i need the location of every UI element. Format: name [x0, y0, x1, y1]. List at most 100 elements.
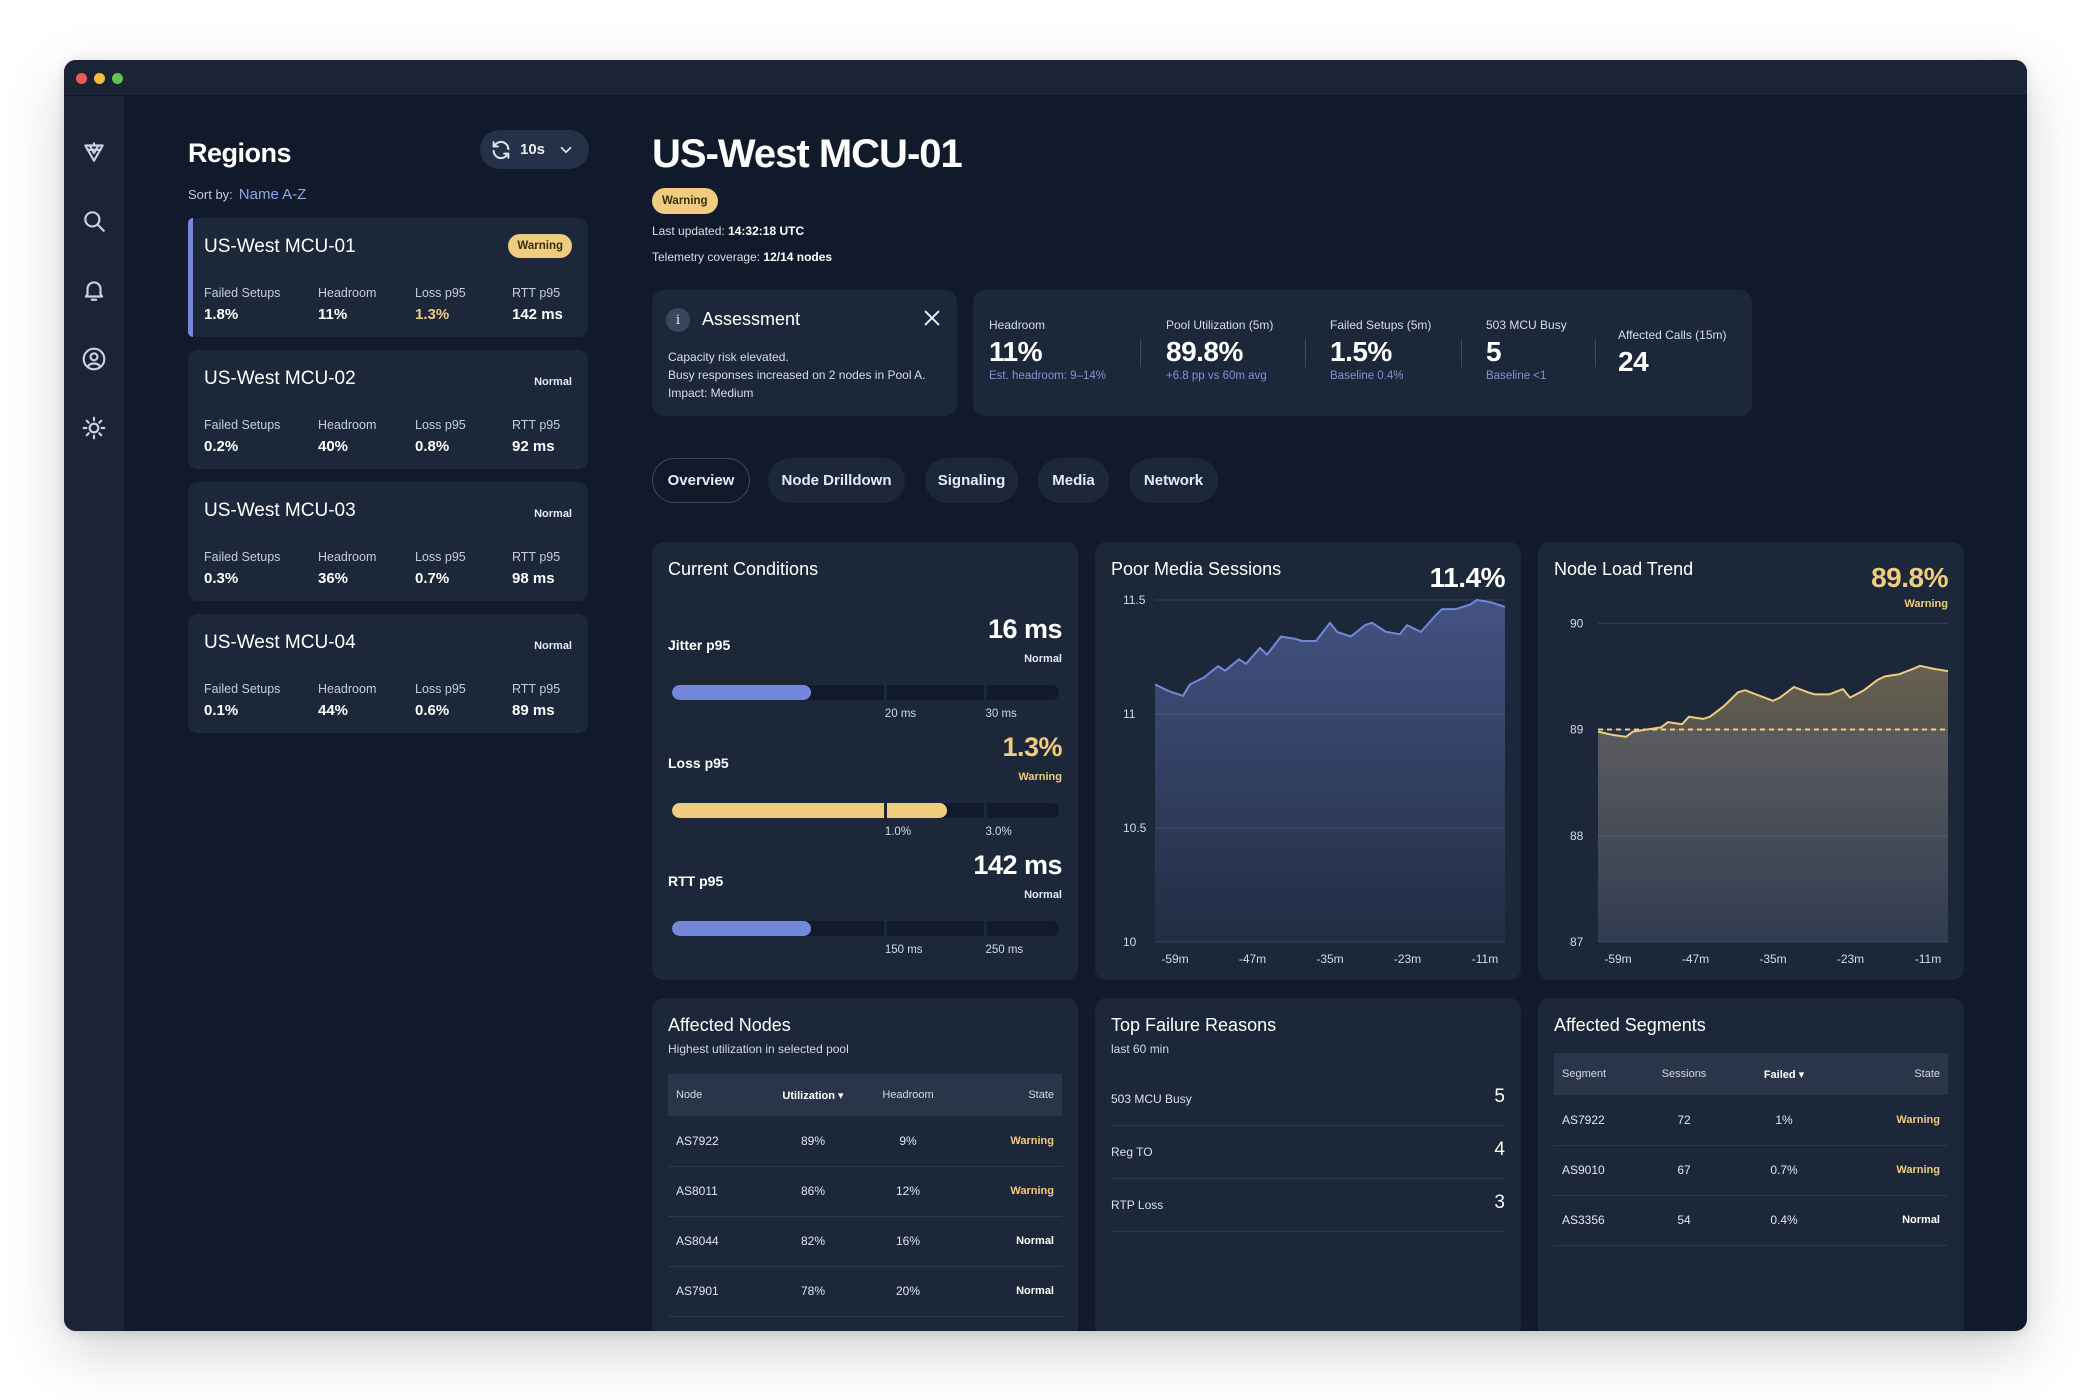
- sort-control[interactable]: Sort by: Name A-Z: [188, 186, 306, 203]
- cell-node: AS7901: [668, 1266, 758, 1317]
- logo-icon[interactable]: [78, 136, 110, 168]
- last-updated-label: Last updated:: [652, 224, 725, 238]
- list-item[interactable]: RTP Loss 3: [1111, 1179, 1505, 1232]
- col-state[interactable]: State: [1914, 1068, 1940, 1080]
- cell-node: AS8011: [668, 1166, 758, 1217]
- condition-label: RTT p95: [668, 873, 724, 889]
- table-row[interactable]: AS3356 54 0.4% Normal: [1554, 1195, 1948, 1246]
- kpi-affected-calls: Affected Calls (15m) 24: [1618, 328, 1727, 378]
- tab-network[interactable]: Network: [1129, 458, 1218, 503]
- tab-media[interactable]: Media: [1038, 458, 1109, 503]
- condition-value: 16 ms: [987, 614, 1063, 644]
- region-card[interactable]: US-West MCU-04 Normal Failed Setups 0.1% Hea…: [188, 614, 588, 733]
- table-row[interactable]: AS9010 67 0.7% Warning: [1554, 1145, 1948, 1196]
- threshold-tick: [984, 921, 988, 936]
- search-icon[interactable]: [78, 205, 110, 237]
- table-row[interactable]: AS7922 89% 9% Warning: [668, 1116, 1062, 1167]
- cell-state: Normal: [948, 1216, 1062, 1267]
- threshold-tick: [984, 803, 988, 818]
- telemetry-coverage: Telemetry coverage: 12/14 nodes: [652, 250, 832, 264]
- col-utilization[interactable]: Utilization ▾: [782, 1089, 844, 1102]
- minimize-window-button[interactable]: [94, 73, 105, 84]
- user-circle-icon[interactable]: [78, 343, 110, 375]
- kpi-mcu-busy: 503 MCU Busy 5 Baseline <1: [1486, 318, 1567, 382]
- condition-label: Jitter p95: [668, 637, 731, 653]
- cell-node: AS7922: [668, 1116, 758, 1167]
- top-failure-reasons-card: Top Failure Reasons last 60 min 503 MCU …: [1095, 998, 1521, 1331]
- table-row[interactable]: AS8044 82% 16% Normal: [668, 1216, 1062, 1267]
- close-window-button[interactable]: [76, 73, 87, 84]
- kpi-value: 1.5%: [1330, 336, 1392, 367]
- title-bar: [64, 60, 2027, 96]
- assessment-line-2: Busy responses increased on 2 nodes in P…: [668, 368, 926, 382]
- table-row[interactable]: AS7901 78% 20% Normal: [668, 1266, 1062, 1317]
- cell-sessions: 72: [1644, 1095, 1724, 1146]
- card-title: Node Load Trend: [1554, 559, 1694, 579]
- cell-state: Warning: [948, 1116, 1062, 1167]
- threshold-label: 30 ms: [985, 708, 1017, 720]
- metric-label: Failed Setups: [204, 550, 281, 564]
- col-headroom[interactable]: Headroom: [882, 1089, 934, 1101]
- card-subtitle: last 60 min: [1111, 1042, 1170, 1056]
- metric-value: 0.2%: [204, 438, 239, 455]
- list-item[interactable]: 503 MCU Busy 5: [1111, 1073, 1505, 1126]
- metric-value: 40%: [318, 438, 349, 455]
- col-node[interactable]: Node: [676, 1089, 703, 1101]
- region-metric-loss-p95: Loss p95 0.7%: [415, 550, 466, 587]
- threshold-tick: [984, 685, 988, 700]
- list-item[interactable]: Reg TO 4: [1111, 1126, 1505, 1179]
- region-card[interactable]: US-West MCU-01 Warning Failed Setups 1.8% He…: [188, 218, 588, 337]
- cell-utilization: 86%: [758, 1166, 868, 1217]
- sort-value[interactable]: Name A-Z: [238, 186, 307, 203]
- table-row[interactable]: AS7922 72 1% Warning: [1554, 1095, 1948, 1146]
- assessment-title: Assessment: [702, 309, 801, 329]
- assessment-line-1: Capacity risk elevated.: [668, 350, 789, 364]
- x-tick-label: -35m: [1759, 952, 1786, 966]
- tab-overview[interactable]: Overview: [652, 458, 750, 503]
- condition-state: Normal: [1024, 653, 1062, 665]
- kpi-sub: Est. headroom: 9–14%: [989, 370, 1106, 382]
- y-tick-label: 10.5: [1123, 821, 1147, 835]
- condition-bar: [672, 803, 1059, 818]
- regions-title: Regions: [188, 138, 292, 168]
- x-tick-label: -11m: [1915, 952, 1941, 966]
- metric-value: 0.6%: [415, 702, 450, 719]
- col-segment[interactable]: Segment: [1562, 1068, 1607, 1080]
- divider: [1140, 339, 1141, 367]
- col-state[interactable]: State: [1028, 1089, 1054, 1101]
- table-row[interactable]: AS8011 86% 12% Warning: [668, 1166, 1062, 1217]
- tab-node-drilldown[interactable]: Node Drilldown: [768, 458, 905, 503]
- condition-bar: [672, 685, 1059, 700]
- y-tick-label: 89: [1570, 723, 1584, 737]
- divider: [1461, 339, 1462, 367]
- col-failed[interactable]: Failed ▾: [1763, 1068, 1805, 1081]
- refresh-interval-dropdown[interactable]: 10s: [480, 130, 589, 169]
- col-sessions[interactable]: Sessions: [1661, 1068, 1707, 1080]
- coverage-label: Telemetry coverage:: [652, 250, 761, 264]
- baseline-area: [1598, 729, 1948, 942]
- metric-label: Headroom: [318, 682, 377, 696]
- cell-state: Normal: [948, 1266, 1062, 1317]
- metric-label: RTT p95: [512, 418, 561, 432]
- bell-icon[interactable]: [78, 274, 110, 306]
- region-card[interactable]: US-West MCU-03 Normal Failed Setups 0.3% Hea…: [188, 482, 588, 601]
- maximize-window-button[interactable]: [112, 73, 123, 84]
- divider: [1305, 339, 1306, 367]
- cell-failed: 0.7%: [1724, 1145, 1844, 1196]
- close-icon[interactable]: [921, 307, 943, 329]
- region-card[interactable]: US-West MCU-02 Normal Failed Setups 0.2% Hea…: [188, 350, 588, 469]
- kpi-label: Pool Utilization (5m): [1166, 318, 1274, 332]
- chevron-down-icon: [560, 146, 572, 153]
- series-area: [1155, 600, 1505, 942]
- cell-segment: AS9010: [1554, 1145, 1644, 1196]
- metric-value: 11%: [318, 306, 348, 323]
- refresh-icon: [492, 140, 510, 159]
- tab-signaling[interactable]: Signaling: [925, 458, 1018, 503]
- metric-label: RTT p95: [512, 286, 561, 300]
- sun-icon[interactable]: [78, 412, 110, 444]
- kpi-headroom: Headroom 11% Est. headroom: 9–14%: [989, 318, 1106, 382]
- condition-bar-fill: [672, 921, 812, 936]
- region-metric-rtt-p95: RTT p95 89 ms: [512, 682, 560, 719]
- kpi-sub: Baseline 0.4%: [1330, 370, 1404, 382]
- metric-label: RTT p95: [512, 682, 561, 696]
